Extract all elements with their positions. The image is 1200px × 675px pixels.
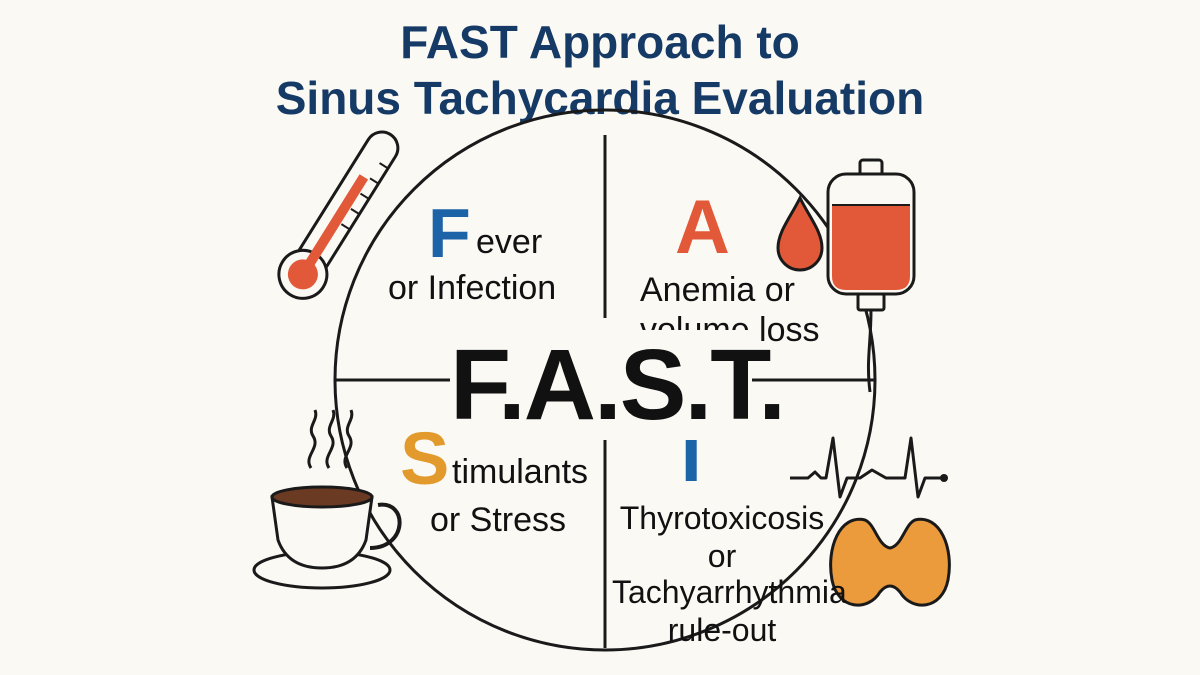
- iv-bag-icon: [826, 158, 916, 393]
- title-line-2: Sinus Tachycardia Evaluation: [275, 72, 925, 124]
- ecg-trace-icon: [790, 436, 942, 499]
- a-label-line1: Anemia or: [640, 271, 795, 309]
- t-label-line2: or: [707, 538, 737, 574]
- letter-a: A: [675, 185, 730, 270]
- coffee-cup-icon: [252, 409, 402, 590]
- t-label-line4: rule-out: [667, 612, 777, 648]
- t-label-line1: Thyrotoxicosis: [619, 500, 825, 536]
- thermometer-icon: [277, 130, 400, 300]
- page-title: FAST Approach to Sinus Tachycardia Evalu…: [0, 14, 1200, 126]
- f-label-line2: or Infection: [388, 269, 557, 307]
- letter-f-glyph: F: [428, 194, 471, 272]
- letter-s: S: [400, 417, 450, 500]
- thyroid-icon: [829, 517, 951, 607]
- letter-f: F: [428, 198, 471, 268]
- s-label-rest: timulants: [452, 453, 589, 491]
- blood-drop-icon: [776, 194, 824, 272]
- title-line-1: FAST Approach to: [400, 16, 800, 68]
- f-label-rest: ever: [476, 223, 543, 261]
- t-label-line3: Tachyarrhythmia: [612, 574, 847, 610]
- s-label-line2: or Stress: [430, 501, 567, 539]
- fast-center-label: F.A.S.T.: [450, 329, 786, 441]
